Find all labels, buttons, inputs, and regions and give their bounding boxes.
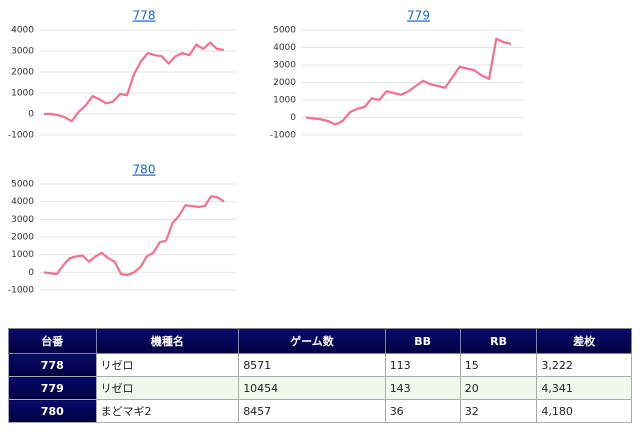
y-tick-label: 5000 <box>273 26 296 36</box>
table-cell: まどマギ2 <box>95 399 240 423</box>
y-tick-label: 0 <box>28 110 34 120</box>
y-tick-label: 0 <box>28 268 34 278</box>
y-tick-label: 1000 <box>11 250 34 260</box>
table-cell: 8457 <box>238 399 386 423</box>
header-cell: ゲーム数 <box>238 328 386 354</box>
data-table: 台番 機種名 ゲーム数 BB RB 差枚 778 リゼロ 8571 113 15 3,222 779 リ… <box>8 328 632 423</box>
header-cell: 台番 <box>8 328 97 354</box>
table-cell: 113 <box>384 353 461 377</box>
header-cell: RB <box>459 328 538 354</box>
table-cell: 15 <box>459 353 538 377</box>
table-row: 779 リゼロ 10454 143 20 4,341 <box>8 376 632 400</box>
table-cell: 32 <box>459 399 538 423</box>
y-tick-label: 5000 <box>11 180 34 190</box>
chart-title-link[interactable]: 780 <box>133 163 156 177</box>
data-line <box>44 41 225 123</box>
table-cell: 778 <box>8 353 97 377</box>
header-row: 台番 機種名 ゲーム数 BB RB 差枚 <box>8 328 632 354</box>
y-tick-label: 3000 <box>11 47 34 57</box>
y-tick-label: 3000 <box>273 61 296 71</box>
y-tick-label: 2000 <box>11 233 34 243</box>
y-tick-label: 0 <box>290 113 296 123</box>
table-cell: 3,222 <box>536 353 632 377</box>
table-cell: 4,341 <box>536 376 632 400</box>
charts: -1000 0 1000 2000 3000 4000 778 -1000 0 1000 2000 3… <box>8 9 523 296</box>
y-tick-label: 1000 <box>273 96 296 106</box>
chart-title-link[interactable]: 779 <box>407 9 430 23</box>
table-cell: リゼロ <box>95 376 240 400</box>
table-body: 778 リゼロ 8571 113 15 3,222 779 リゼロ 10454 143 20 4,34… <box>8 353 632 423</box>
y-tick-label: 4000 <box>11 197 34 207</box>
table-cell: 20 <box>459 376 538 400</box>
data-line <box>305 37 512 126</box>
table-cell: リゼロ <box>95 353 240 377</box>
y-tick-label: 3000 <box>11 215 34 225</box>
table-row: 780 まどマギ2 8457 36 32 4,180 <box>8 399 632 423</box>
chart-title-link[interactable]: 778 <box>133 9 156 23</box>
table-cell: 10454 <box>238 376 386 400</box>
y-tick-label: -1000 <box>8 131 34 141</box>
y-tick-label: 4000 <box>11 26 34 36</box>
table-cell: 143 <box>384 376 461 400</box>
table-cell: 780 <box>8 399 97 423</box>
header-cell: 差枚 <box>536 328 632 354</box>
y-tick-label: 1000 <box>11 89 34 99</box>
data-line <box>43 195 225 277</box>
table-cell: 8571 <box>238 353 386 377</box>
table-cell: 4,180 <box>536 399 632 423</box>
table-cell: 779 <box>8 376 97 400</box>
y-tick-label: 2000 <box>273 78 296 88</box>
y-tick-label: -1000 <box>8 286 34 296</box>
y-tick-label: -1000 <box>270 131 296 141</box>
y-tick-label: 2000 <box>11 68 34 78</box>
table-cell: 36 <box>384 399 461 423</box>
header-cell: 機種名 <box>95 328 240 354</box>
table-row: 778 リゼロ 8571 113 15 3,222 <box>8 353 632 377</box>
header-cell: BB <box>384 328 461 354</box>
y-tick-label: 4000 <box>273 43 296 53</box>
